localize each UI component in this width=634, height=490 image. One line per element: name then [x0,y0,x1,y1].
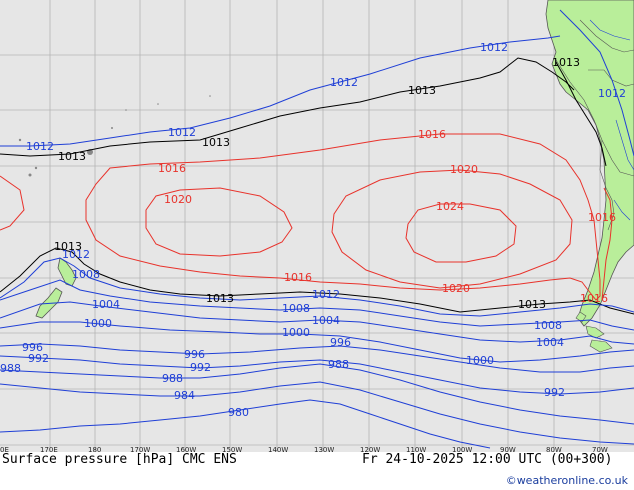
label-1016: 1016 [588,211,616,224]
tick-label: 170E [40,446,58,454]
tick-label: 130W [314,446,334,454]
isobar-1004 [0,301,634,345]
label-984: 984 [174,389,195,402]
label-1013: 1013 [518,298,546,311]
isobar-980 [0,399,491,449]
isobar-1016 [0,133,601,301]
isobar-988 [0,363,634,425]
label-1000: 1000 [84,317,112,330]
rivers [589,19,634,221]
label-1012: 1012 [26,140,54,153]
label-1024: 1024 [436,200,464,213]
isobar-1012-south [0,257,634,317]
label-1004: 1004 [536,336,564,349]
tick-label: 110W [406,446,426,454]
label-1012: 1012 [330,76,358,89]
tick-label: 70W [592,446,608,454]
label-1013: 1013 [408,84,436,97]
isobar-1020-east [331,169,573,289]
map-title: Surface pressure [hPa] CMC ENS [2,452,237,467]
isobar-1020-west [145,187,293,257]
label-996: 996 [184,348,205,361]
tick-label: 140W [268,446,288,454]
country-borders [555,19,634,231]
label-992: 992 [28,352,49,365]
label-992: 992 [544,386,565,399]
isobar-1016-coast [601,187,613,301]
isobar-992 [0,355,634,395]
label-1004: 1004 [92,298,120,311]
label-1004: 1004 [312,314,340,327]
label-996: 996 [330,336,351,349]
label-1016: 1016 [284,271,312,284]
valid-time: Fr 24-10-2025 12:00 UTC (00+300) [362,452,613,467]
isobar-984 [0,381,634,445]
isobar-1012-north [0,35,561,147]
isobar-1012-andes [559,9,634,157]
ocean-background [0,0,634,452]
label-1020: 1020 [442,282,470,295]
tick-label: 100W [452,446,472,454]
label-988: 988 [0,362,21,375]
isobar-1008 [0,279,634,331]
tick-label: 160W [176,446,196,454]
tick-label: 170W [130,446,150,454]
isobar-1024 [405,203,517,263]
isobar-1013-north [0,57,575,157]
label-1020: 1020 [164,193,192,206]
label-1016: 1016 [418,128,446,141]
credit-link[interactable]: ©weatheronline.co.uk [505,474,628,487]
tick-label: 150W [222,446,242,454]
label-988: 988 [162,372,183,385]
isobar-labels: 1012 1012 1012 1012 1012 1012 1012 1013 … [0,41,626,419]
label-1013: 1013 [58,150,86,163]
isobar-1013-andes [555,61,607,167]
label-988: 988 [328,358,349,371]
label-1012: 1012 [62,248,90,261]
isobar-1013-south [0,247,634,315]
tick-label: 0E [0,446,9,454]
label-980: 980 [228,406,249,419]
tick-label: 120W [360,446,380,454]
label-1013: 1013 [552,56,580,69]
label-992: 992 [190,361,211,374]
label-1013: 1013 [54,240,82,253]
label-996: 996 [22,341,43,354]
label-1016: 1016 [580,292,608,305]
label-1020: 1020 [450,163,478,176]
label-1012: 1012 [168,126,196,139]
isobar-996 [0,343,634,373]
label-1013: 1013 [202,136,230,149]
label-1012: 1012 [480,41,508,54]
label-1000: 1000 [282,326,310,339]
longitude-ticks: 0E 170E 180 170W 160W 150W 140W 130W 120… [0,446,608,454]
label-1016: 1016 [158,162,186,175]
label-1013: 1013 [206,292,234,305]
label-1008: 1008 [72,268,100,281]
label-1008: 1008 [282,302,310,315]
tick-label: 180 [88,446,101,454]
isobar-1000 [0,321,634,363]
tick-label: 80W [546,446,562,454]
label-1012: 1012 [312,288,340,301]
label-1008: 1008 [534,319,562,332]
tierra-del-fuego [575,311,613,353]
tick-label: 90W [500,446,516,454]
label-1000: 1000 [466,354,494,367]
label-1012: 1012 [598,87,626,100]
